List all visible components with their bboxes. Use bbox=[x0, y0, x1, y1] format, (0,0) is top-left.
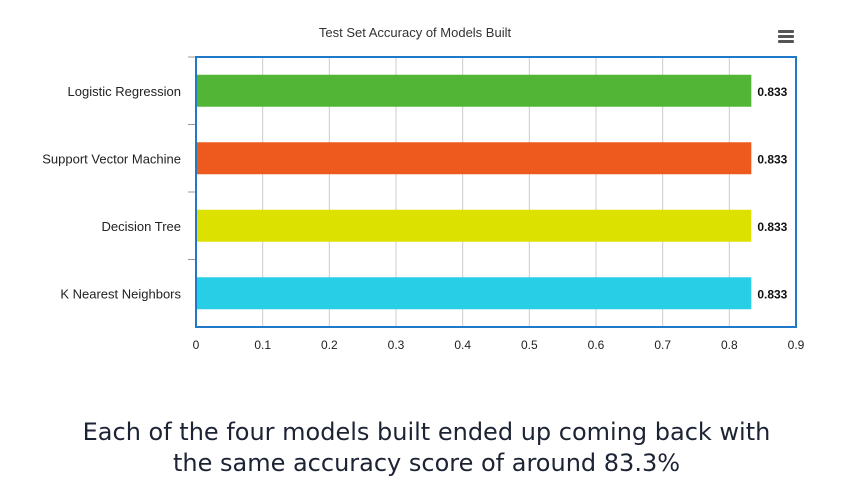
chart-title: Test Set Accuracy of Models Built bbox=[318, 25, 512, 40]
x-tick-label: 0.6 bbox=[588, 338, 605, 352]
x-tick-label: 0.4 bbox=[454, 338, 471, 352]
data-label: 0.833 bbox=[757, 152, 787, 166]
accuracy-bar-chart: Logistic Regression 0.833 Support Vector M… bbox=[42, 56, 805, 352]
bar bbox=[196, 142, 752, 175]
bar bbox=[196, 209, 752, 242]
category-label: Decision Tree bbox=[102, 219, 181, 234]
plot-frame bbox=[195, 56, 797, 328]
data-label: 0.833 bbox=[757, 287, 787, 301]
category-label: K Nearest Neighbors bbox=[60, 286, 181, 301]
x-tick-label: 0.8 bbox=[721, 338, 738, 352]
x-tick-label: 0.3 bbox=[388, 338, 405, 352]
caption-line-1: Each of the four models built ended up c… bbox=[82, 418, 771, 446]
caption-line-2: the same accuracy score of around 83.3% bbox=[172, 449, 681, 477]
hamburger-menu-icon[interactable] bbox=[776, 28, 796, 46]
x-tick-label: 0 bbox=[193, 338, 200, 352]
category-label: Logistic Regression bbox=[68, 84, 181, 99]
bar bbox=[196, 277, 752, 310]
x-tick-label: 0.9 bbox=[788, 338, 805, 352]
x-tick-label: 0.2 bbox=[321, 338, 338, 352]
data-label: 0.833 bbox=[757, 220, 787, 234]
x-tick-label: 0.7 bbox=[654, 338, 671, 352]
x-tick-label: 0.1 bbox=[254, 338, 271, 352]
caption: Each of the four models built ended up c… bbox=[0, 417, 853, 479]
chart-panel: Logistic Regression 0.833 Support Vector M… bbox=[42, 25, 805, 352]
category-label: Support Vector Machine bbox=[42, 151, 181, 166]
x-tick-label: 0.5 bbox=[521, 338, 538, 352]
data-label: 0.833 bbox=[757, 85, 787, 99]
bar bbox=[196, 74, 752, 107]
